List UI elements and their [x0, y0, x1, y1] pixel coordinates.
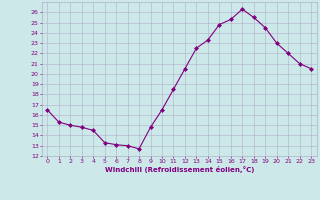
X-axis label: Windchill (Refroidissement éolien,°C): Windchill (Refroidissement éolien,°C)	[105, 166, 254, 173]
